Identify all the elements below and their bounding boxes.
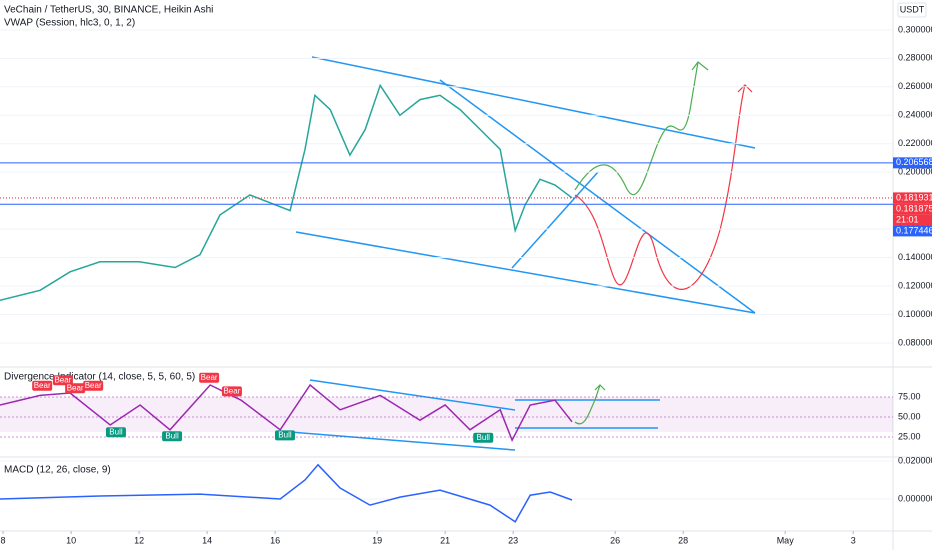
signal-label: Bear [201,373,218,382]
chart-title: VeChain / TetherUS, 30, BINANCE, Heikin … [4,5,213,16]
countdown-label: 21:01 [896,214,919,224]
band [0,397,893,432]
signal-label: Bull [165,431,179,440]
signal-box [52,375,73,386]
trendline [439,79,756,314]
x-tick-label: May [777,535,795,545]
signal-box [221,386,242,397]
arrow-head [737,84,753,93]
trendline [311,56,756,149]
signal-box [199,372,220,383]
chart-subtitle: VWAP (Session, hlc3, 0, 1, 2) [4,18,135,29]
signal-label: Bull [477,433,491,442]
price-box [893,157,932,169]
y-tick-label: 0.000000 [898,493,932,503]
signal-label: Bear [54,375,71,384]
pane-title: Divergence Indicator (14, close, 5, 5, 6… [4,372,195,383]
price-label: 0.181931 [896,192,932,202]
signal-label: Bear [67,383,84,392]
trendlines [289,56,756,451]
price-box [893,203,932,215]
y-tick-label: 0.120000 [898,280,932,290]
x-tick-label: 10 [66,535,76,545]
y-tick-label: 50.00 [898,411,921,421]
signal-label: Bull [278,431,292,440]
y-tick-label: 0.280000 [898,53,932,63]
y-tick-label: 0.200000 [898,167,932,177]
x-tick-label: 14 [202,535,212,545]
price-box [893,192,932,204]
arrow-head [594,384,606,391]
signal-box [473,432,494,443]
trendline [511,171,599,269]
y-tick-label: 0.260000 [898,81,932,91]
price-label: 0.177446 [896,225,932,235]
signal-box [105,427,126,438]
pane-title: MACD (12, 26, close, 9) [4,465,111,476]
y-tick-label: 25.00 [898,431,921,441]
x-tick-label: 19 [372,535,382,545]
y-tick-label: 0.140000 [898,252,932,262]
x-tick-label: 23 [508,535,518,545]
x-tick-label: 12 [134,535,144,545]
signal-box [274,430,295,441]
y-tick-label: 0.220000 [898,138,932,148]
price-box [893,225,932,237]
y-tick-label: 0.100000 [898,309,932,319]
arrow-head [691,61,709,71]
signal-box [32,380,53,391]
signal-box [162,431,183,442]
signal-box [83,380,104,391]
x-tick-label: 8 [1,535,6,545]
y-tick-label: 0.300000 [898,24,932,34]
trendline [289,431,516,451]
y-tick-label: 0.240000 [898,110,932,120]
projection-up [574,61,699,196]
trendline [295,231,756,314]
signal-label: Bull [109,427,123,436]
y-tick-label: 0.080000 [898,337,932,347]
x-tick-label: 21 [440,535,450,545]
price-box [893,214,932,226]
data-line [0,463,573,523]
x-tick-label: 28 [678,535,688,545]
data-line [0,383,573,443]
price-label: 0.181875 [896,203,932,213]
unit-label: USDT [900,4,925,14]
price-label: 0.206568 [896,157,932,167]
x-tick-label: 26 [610,535,620,545]
signal-label: Bear [85,381,102,390]
data-line [0,83,573,302]
signal-label: Bear [223,387,240,396]
projection-up [574,384,601,425]
y-tick-label: 75.00 [898,391,921,401]
x-tick-label: 16 [270,535,280,545]
y-tick-label: 0.020000 [898,455,932,465]
signal-label: Bear [34,381,51,390]
unit-box [897,2,927,18]
projection-down [574,84,746,290]
signal-box [65,383,86,394]
x-tick-label: 3 [851,535,856,545]
trendline [309,379,516,411]
